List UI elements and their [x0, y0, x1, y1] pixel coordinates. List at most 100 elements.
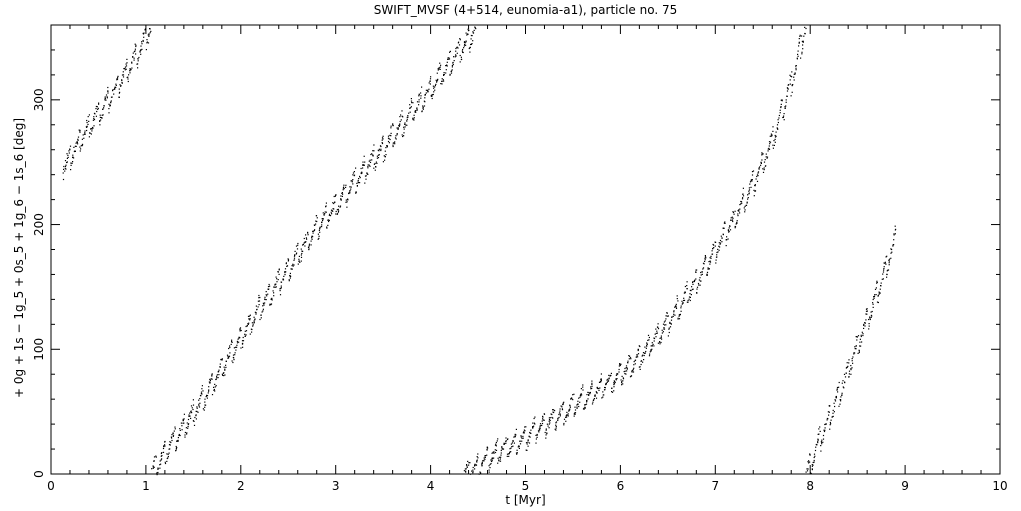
data-point — [607, 378, 609, 380]
data-point — [229, 345, 231, 347]
data-point — [868, 323, 870, 325]
data-point — [131, 61, 133, 63]
data-point — [438, 67, 440, 69]
data-point — [236, 346, 238, 348]
data-point — [641, 355, 643, 357]
data-point — [490, 463, 492, 465]
data-point — [798, 45, 800, 47]
data-point — [276, 281, 278, 283]
data-point — [248, 318, 250, 320]
data-point — [124, 67, 126, 70]
data-point — [245, 325, 247, 328]
data-point — [757, 171, 760, 173]
data-point — [451, 69, 453, 71]
data-point — [702, 268, 704, 270]
data-point — [439, 68, 441, 70]
data-point — [541, 420, 543, 422]
data-point — [134, 43, 136, 45]
data-point — [858, 351, 860, 354]
data-point — [222, 374, 224, 376]
data-point — [474, 464, 476, 466]
data-point — [179, 429, 181, 431]
data-point — [574, 413, 576, 415]
data-point — [79, 131, 81, 133]
data-point — [802, 48, 804, 50]
data-point — [859, 341, 861, 343]
data-point — [574, 412, 576, 414]
data-point — [404, 122, 406, 124]
data-point — [699, 284, 701, 286]
data-point — [399, 124, 401, 126]
data-point — [832, 415, 834, 417]
data-point — [239, 329, 241, 331]
data-point — [472, 471, 474, 473]
data-point — [860, 345, 862, 347]
data-point — [363, 164, 365, 166]
data-point — [486, 449, 488, 451]
data-point — [509, 451, 511, 453]
data-point — [884, 261, 886, 263]
data-point — [744, 205, 746, 207]
data-point — [467, 28, 469, 30]
data-point — [894, 225, 896, 227]
data-point — [122, 74, 125, 76]
data-point — [275, 283, 277, 285]
data-point — [115, 84, 117, 86]
data-point — [722, 234, 724, 236]
data-point — [596, 392, 598, 394]
data-point — [846, 366, 848, 368]
data-point — [348, 192, 350, 194]
data-point — [448, 58, 451, 60]
data-point — [772, 126, 774, 128]
data-point — [551, 416, 553, 419]
data-point — [554, 410, 556, 412]
data-point — [703, 263, 705, 265]
data-point — [583, 408, 585, 410]
data-point — [374, 169, 376, 171]
data-point — [705, 257, 707, 259]
data-point — [552, 409, 554, 411]
data-point — [308, 246, 310, 248]
data-point — [873, 295, 876, 298]
data-point — [491, 452, 493, 454]
data-point — [470, 38, 472, 40]
data-point — [232, 354, 235, 356]
data-point — [632, 370, 634, 372]
data-point — [568, 410, 570, 412]
data-point — [252, 324, 254, 326]
data-point — [459, 39, 461, 41]
data-point — [401, 110, 403, 112]
data-point — [481, 465, 483, 467]
data-point — [432, 93, 434, 96]
data-point — [872, 303, 874, 305]
data-point — [644, 352, 646, 354]
data-point — [528, 442, 531, 444]
data-point — [654, 333, 656, 335]
data-point — [319, 226, 321, 228]
data-point — [310, 240, 312, 242]
data-point — [262, 305, 264, 307]
data-point — [274, 284, 276, 286]
data-point — [88, 136, 90, 138]
data-point — [90, 128, 92, 130]
data-point — [382, 138, 384, 140]
data-point — [357, 182, 360, 184]
data-point — [697, 282, 700, 285]
data-point — [232, 361, 234, 364]
data-point — [858, 350, 860, 352]
data-point — [192, 408, 194, 411]
data-point — [510, 451, 512, 453]
data-point — [443, 74, 445, 76]
data-point — [357, 179, 359, 182]
data-point — [691, 288, 693, 291]
data-point — [613, 383, 616, 385]
data-point — [332, 210, 334, 212]
data-point — [780, 106, 782, 109]
data-point — [688, 296, 691, 298]
data-point — [852, 362, 854, 364]
data-point — [781, 100, 783, 102]
data-point — [516, 453, 518, 455]
data-point — [491, 458, 493, 460]
data-point — [760, 162, 762, 164]
